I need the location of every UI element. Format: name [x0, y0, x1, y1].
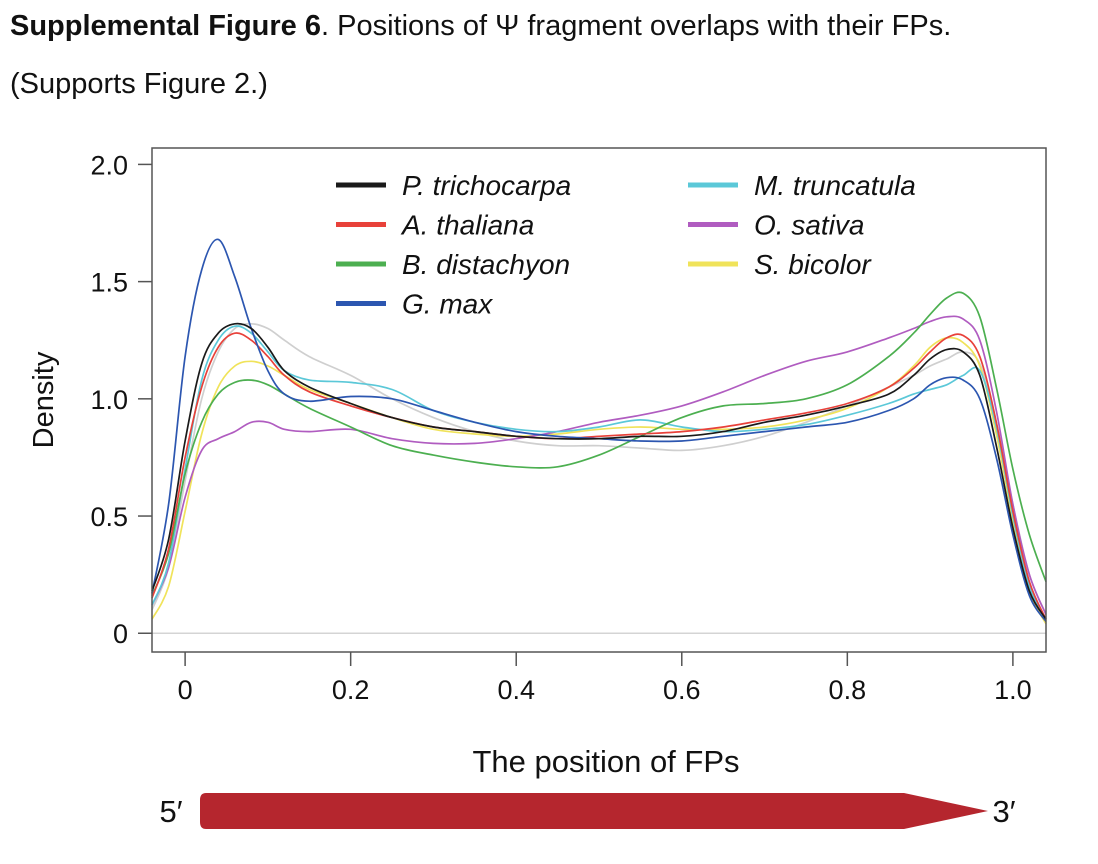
- y-tick-label: 1.0: [90, 385, 128, 415]
- y-tick-label: 0.5: [90, 502, 128, 532]
- legend: P. trichocarpa A. thaliana B. distachyon G.…: [336, 170, 916, 320]
- legend-label: P. trichocarpa: [402, 170, 571, 201]
- caption-text: . Positions of Ψ fragment overlaps with …: [321, 10, 952, 42]
- x-tick-label: 0.6: [663, 675, 701, 705]
- y-tick-label: 1.5: [90, 268, 128, 298]
- y-tick-label: 2.0: [90, 150, 128, 180]
- direction-arrow: 5′ 3′: [159, 793, 1016, 829]
- x-tick-label: 0: [178, 675, 193, 705]
- y-tick-label: 0: [113, 619, 128, 649]
- series-line-m-truncatula: [151, 325, 1047, 620]
- arrow-left-label: 5′: [159, 794, 182, 829]
- series-line-g-max: [151, 238, 1047, 622]
- x-tick-label: 0.4: [497, 675, 535, 705]
- series-line-b-distachyon: [151, 291, 1047, 597]
- arrow-shape: [200, 793, 988, 829]
- series-line-s-bicolor: [151, 336, 1047, 625]
- arrow-right-label: 3′: [992, 794, 1015, 829]
- caption-line-2: (Supports Figure 2.): [10, 68, 268, 100]
- caption-figure-label: Supplemental Figure 6: [10, 10, 321, 42]
- series-line-a-thaliana: [151, 332, 1047, 620]
- y-axis-label: Density: [28, 351, 60, 448]
- x-tick-label: 1.0: [994, 675, 1032, 705]
- series-line-o-sativa: [151, 315, 1047, 615]
- legend-label: A. thaliana: [400, 210, 534, 241]
- x-tick-label: 0.2: [332, 675, 370, 705]
- legend-label: B. distachyon: [402, 249, 570, 280]
- axes: 0 0.2 0.4 0.6 0.8 1.0 0 0.5 1.0 1.5 2.0: [90, 150, 1031, 705]
- plot-frame: [151, 147, 1047, 653]
- x-tick-label: 0.8: [829, 675, 867, 705]
- legend-label: S. bicolor: [754, 249, 872, 280]
- x-axis-label: The position of FPs: [472, 744, 739, 779]
- legend-label: M. truncatula: [754, 170, 916, 201]
- series-line-p-trichocarpa: [151, 322, 1047, 620]
- legend-label: O. sativa: [754, 210, 864, 241]
- caption-line-1: Supplemental Figure 6. Positions of Ψ fr…: [10, 12, 951, 41]
- legend-label: G. max: [402, 289, 493, 320]
- series-lines: [151, 238, 1047, 625]
